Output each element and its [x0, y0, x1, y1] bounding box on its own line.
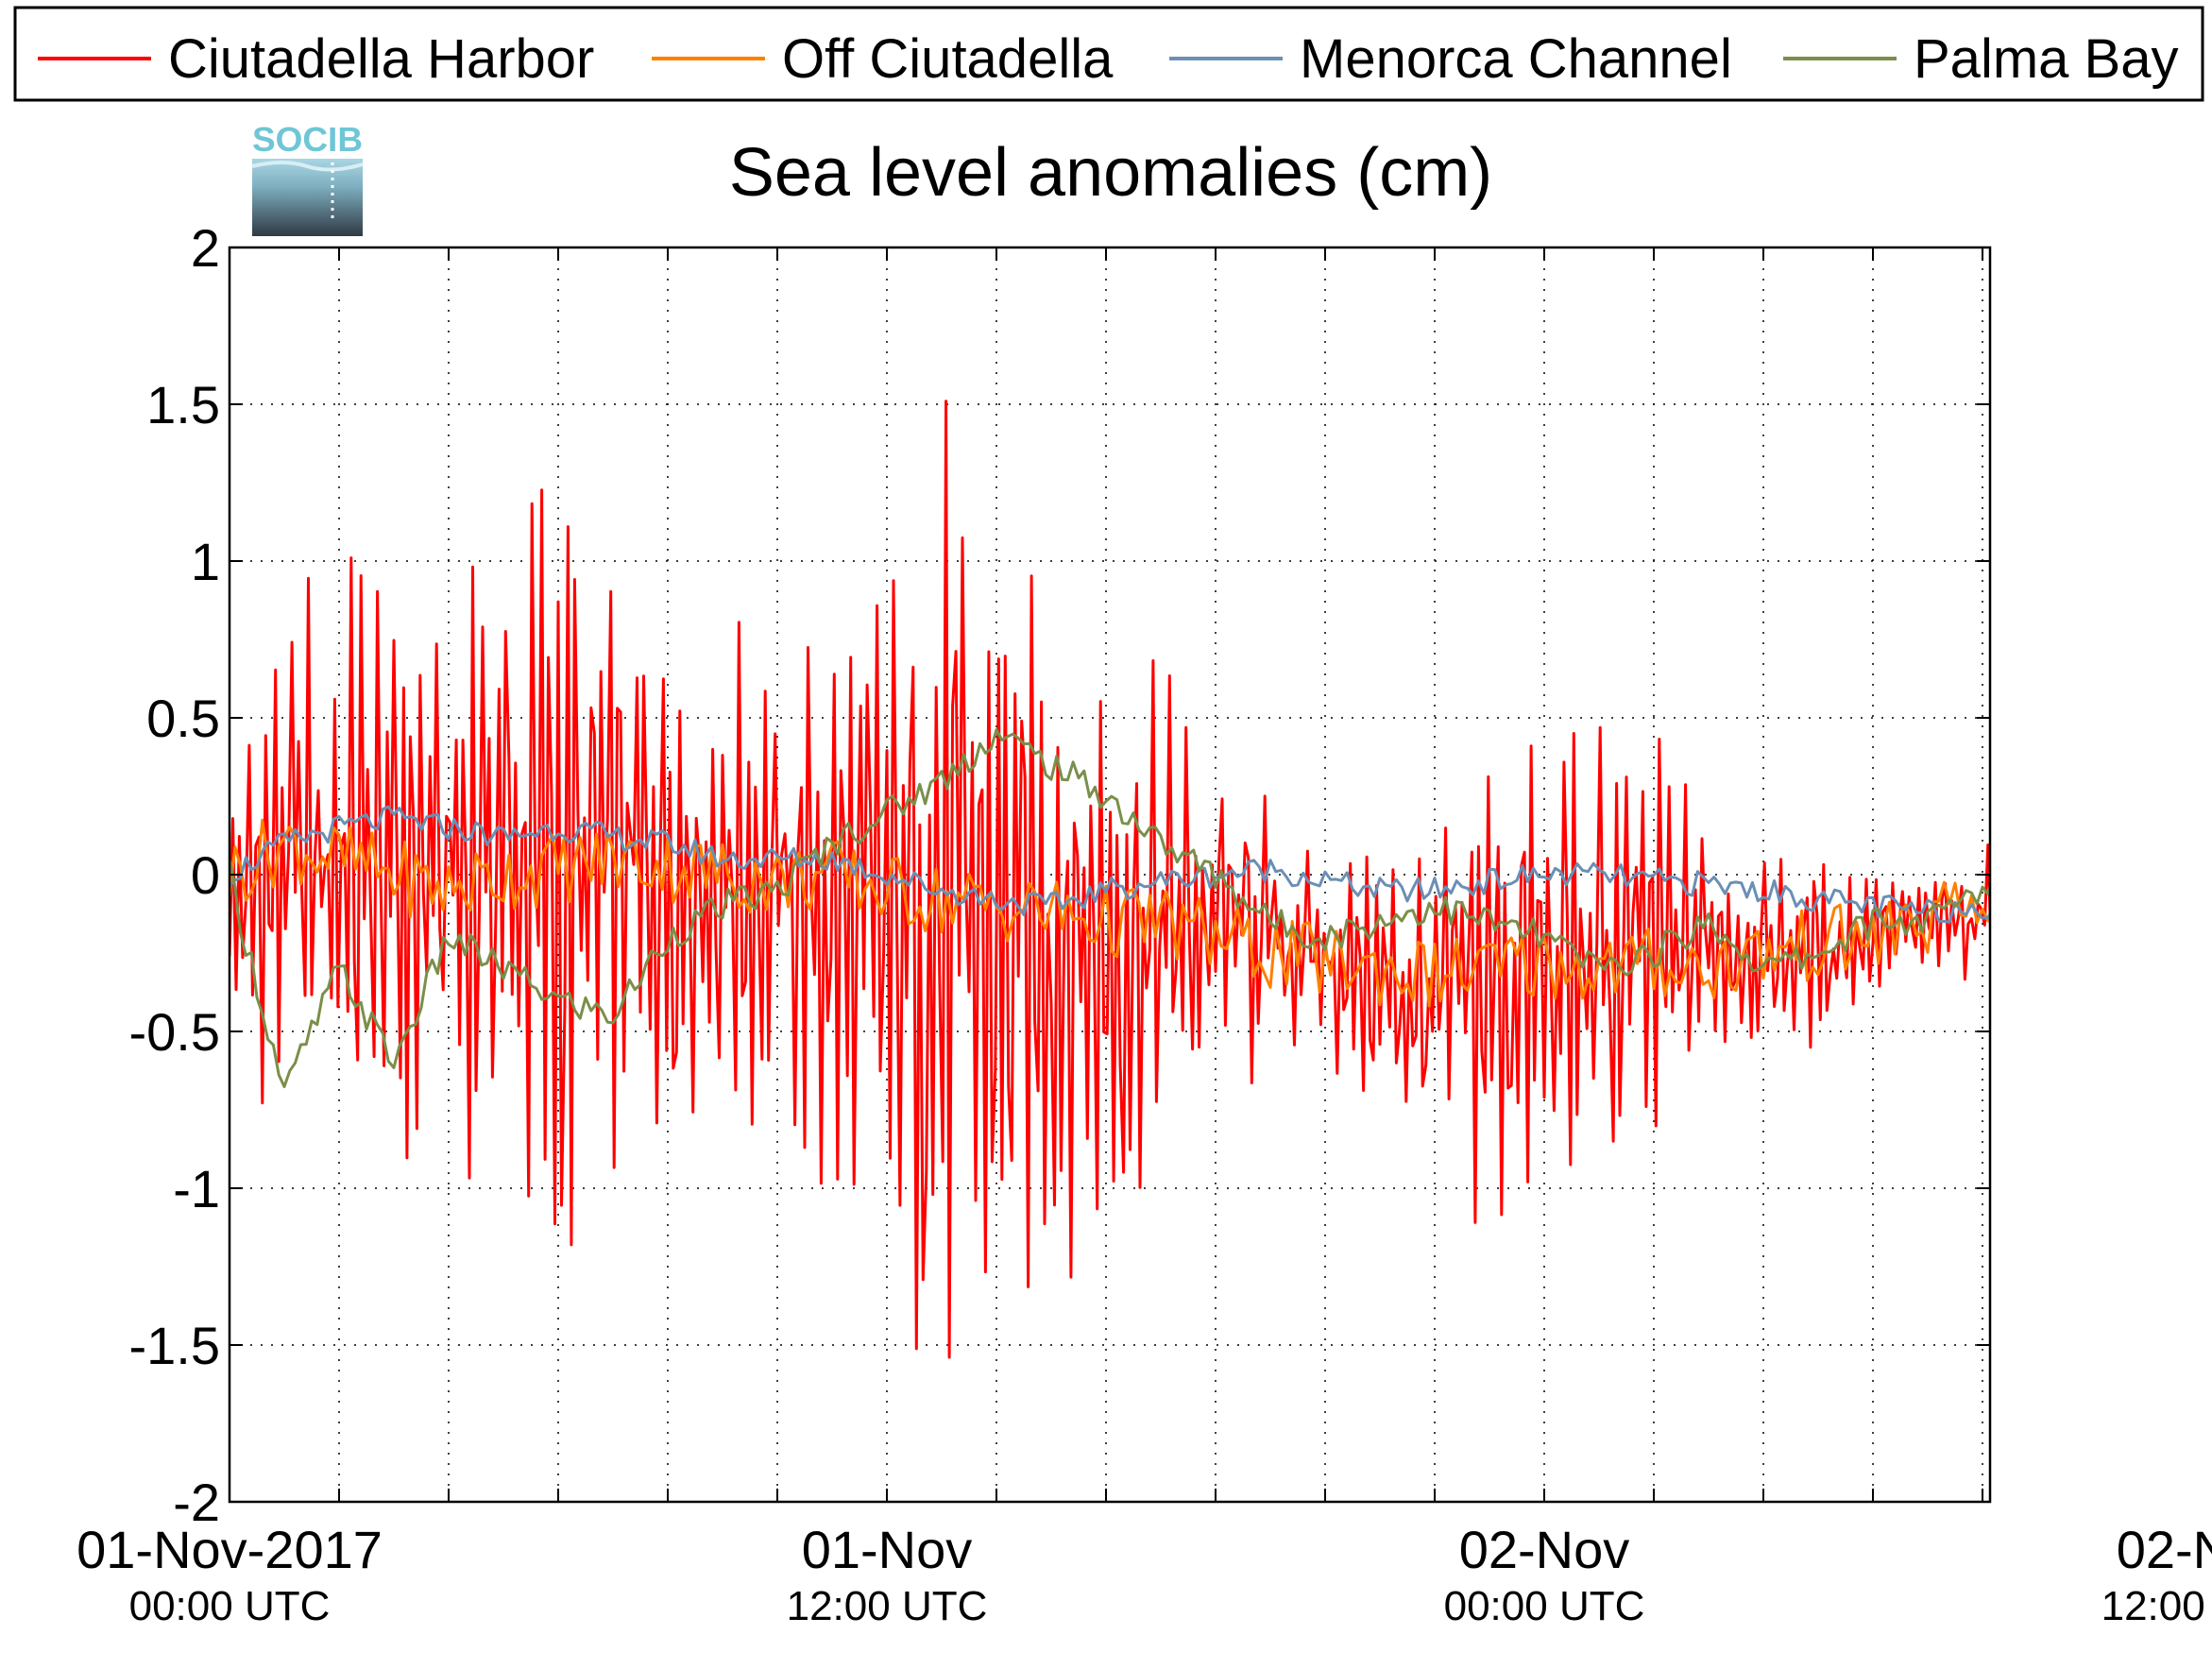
y-tick-label: -0.5: [129, 1002, 221, 1062]
y-tick-label: -2: [173, 1473, 220, 1532]
legend-box: [13, 6, 2204, 102]
series-line-menorca-channel: [230, 805, 1990, 924]
x-tick-label-time: 12:00 UTC: [2101, 1583, 2212, 1629]
x-tick-label-date: 01-Nov: [802, 1520, 973, 1579]
logo-text: SOCIB: [252, 120, 363, 159]
series-line-off-ciutadella: [230, 818, 1990, 1008]
legend-label-off-ciutadella: Off Ciutadella: [782, 28, 1114, 90]
x-tick-label-time: 12:00 UTC: [787, 1583, 988, 1629]
chart-title: Sea level anomalies (cm): [729, 135, 1492, 211]
x-tick-label-date: 02-Nov: [1459, 1520, 1630, 1579]
y-tick-label: -1: [173, 1159, 220, 1218]
x-tick-label-date: 01-Nov-2017: [77, 1520, 383, 1579]
x-tick-label-date: 02-Nov: [2117, 1520, 2212, 1579]
logo-wave: [251, 161, 364, 172]
y-tick-label: 1.5: [146, 375, 220, 434]
y-tick-label: -1.5: [129, 1316, 221, 1375]
x-tick-label-time: 00:00 UTC: [1444, 1583, 1645, 1629]
y-tick-label: 1: [191, 532, 220, 591]
legend-label-menorca-channel: Menorca Channel: [1300, 28, 1732, 90]
series-line-palma-bay: [230, 728, 1990, 1088]
y-tick-label: 0.5: [146, 689, 220, 748]
series-line-ciutadella-harbor: [230, 400, 1990, 1359]
socib-logo: SOCIB: [251, 120, 364, 236]
y-tick-label: 2: [191, 218, 220, 278]
y-tick-label: 0: [191, 845, 220, 905]
logo-graphic: [252, 159, 363, 236]
legend-label-ciutadella-harbor: Ciutadella Harbor: [168, 28, 594, 90]
legend: Ciutadella Harbor Off Ciutadella Menorca C…: [13, 6, 2204, 102]
x-tick-label-time: 00:00 UTC: [129, 1583, 331, 1629]
legend-label-palma-bay: Palma Bay: [1914, 28, 2178, 90]
